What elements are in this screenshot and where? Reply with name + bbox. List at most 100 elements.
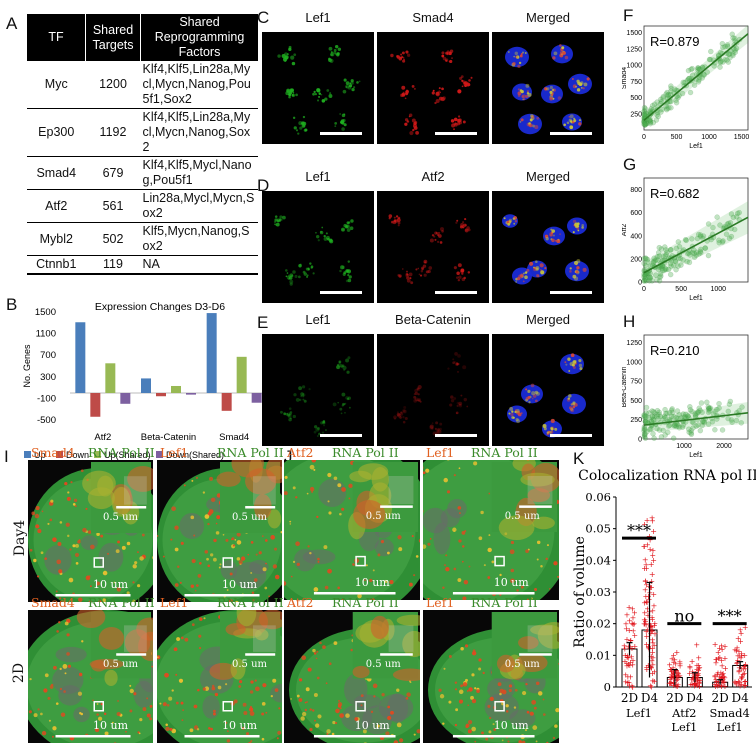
svg-text:+: + (622, 677, 629, 686)
svg-text:+: + (631, 631, 638, 640)
chart-k-significance: *** (627, 521, 651, 540)
svg-text:+: + (645, 661, 652, 670)
svg-text:+: + (737, 626, 744, 635)
svg-text:+: + (623, 620, 630, 629)
svg-text:+: + (628, 636, 635, 645)
micrograph-tile (262, 334, 374, 446)
svg-text:+: + (667, 679, 674, 688)
svg-text:+: + (692, 676, 699, 685)
svg-text:+: + (694, 675, 701, 684)
chart-b-legend-label: Up (34, 450, 46, 460)
svg-text:+: + (641, 520, 648, 529)
svg-text:+: + (722, 664, 729, 673)
scatter-plot: R=0.210 1000 2000 0 250 500 750 1000 1250 Lef1 Bet… (622, 334, 749, 459)
svg-text:+: + (734, 658, 741, 667)
svg-text:+: + (673, 648, 680, 657)
svg-text:+: + (689, 674, 696, 683)
channel-label: Lef1 (160, 595, 189, 610)
svg-text:+: + (712, 682, 719, 691)
svg-text:+: + (714, 670, 721, 679)
chart-k-ytick: 0.01 (585, 648, 611, 662)
svg-text:+: + (690, 674, 697, 683)
micrograph-tile (492, 191, 604, 303)
svg-text:+: + (693, 681, 700, 690)
svg-text:+: + (642, 577, 649, 586)
svg-text:+: + (651, 619, 658, 628)
channel-label-pol2: RNA Pol II (471, 445, 538, 460)
svg-text:+: + (649, 607, 656, 616)
scatter-xtick: 0 (642, 286, 646, 293)
svg-text:+: + (641, 564, 648, 573)
scatter-ytick: 0 (638, 437, 642, 444)
svg-text:+: + (742, 681, 749, 690)
svg-text:+: + (624, 653, 631, 662)
svg-text:+: + (691, 671, 698, 680)
svg-text:+: + (742, 677, 749, 686)
fluorescence-image: 10 um 0.5 um (284, 460, 420, 600)
svg-text:+: + (650, 546, 657, 555)
table-cell-factors: Klf4,Klf5,Mycl,Nanog,Pou5f1 (140, 156, 258, 190)
svg-text:+: + (721, 678, 728, 687)
scale-bar (550, 291, 592, 294)
svg-text:+: + (648, 663, 655, 672)
correlation-label: R=0.879 (650, 34, 700, 49)
scatter-xtick: 1500 (734, 134, 750, 141)
svg-text:+: + (622, 651, 629, 660)
panel-letter-k: K (573, 449, 585, 468)
svg-text:+: + (691, 679, 698, 688)
svg-text:+: + (644, 625, 651, 634)
channel-label-pol2: RNA Pol II (88, 445, 155, 460)
svg-text:+: + (733, 646, 740, 655)
svg-text:+: + (621, 642, 628, 651)
chart-b-bar (236, 356, 247, 393)
svg-text:+: + (645, 611, 652, 620)
svg-text:+: + (671, 672, 678, 681)
svg-text:+: + (689, 657, 696, 666)
svg-text:+: + (738, 665, 745, 674)
scale-label-large: 10 um (93, 578, 129, 591)
svg-text:+: + (738, 629, 745, 638)
micrograph-label: Merged (525, 169, 571, 184)
scatter-ylabel: Smad4 (622, 67, 628, 89)
chart-k-xtick: 2D (666, 691, 683, 705)
svg-text:+: + (643, 627, 650, 636)
svg-text:+: + (736, 666, 743, 675)
channel-label-pol2: RNA Pol II (217, 595, 284, 610)
svg-text:+: + (673, 682, 680, 691)
svg-text:+: + (687, 663, 694, 672)
scatter-ytick: 400 (630, 233, 642, 240)
svg-text:+: + (696, 682, 703, 691)
channel-label: Smad4 (31, 595, 75, 610)
svg-text:+: + (629, 619, 636, 628)
svg-text:+: + (648, 577, 655, 586)
svg-text:+: + (631, 608, 638, 617)
scatter-ytick: 500 (630, 95, 642, 102)
svg-text:+: + (649, 656, 656, 665)
panel-letter-f: F (623, 6, 634, 25)
svg-text:+: + (649, 570, 656, 579)
svg-text:+: + (742, 660, 749, 669)
tf-table: TF Shared Targets Shared Reprogramming F… (27, 14, 258, 275)
svg-text:+: + (738, 652, 745, 661)
panel-letter-e: E (257, 313, 269, 332)
chart-b-ytick: 1100 (36, 329, 56, 340)
chart-b-legend-swatch (156, 451, 163, 458)
table-cell-factors: Klf5,Mycn,Nanog,Sox2 (140, 222, 258, 256)
scatter-xtick: 0 (642, 134, 646, 141)
svg-text:+: + (673, 671, 680, 680)
svg-text:+: + (691, 680, 698, 689)
svg-text:+: + (673, 676, 680, 685)
svg-text:+: + (627, 658, 634, 667)
svg-text:+: + (650, 527, 657, 536)
colocalization-chart: Colocalization RNA pol II 0 0.01 0.02 0.03 0.… (572, 468, 756, 734)
chart-k-group-label: Atf2 (671, 706, 696, 720)
svg-text:+: + (719, 645, 726, 654)
svg-text:+: + (722, 642, 729, 651)
chart-k-group-label: Lef1 (626, 706, 652, 720)
svg-text:+: + (630, 627, 637, 636)
scatter-ytick: 800 (630, 187, 642, 194)
scale-bar (435, 434, 477, 437)
svg-text:+: + (666, 679, 673, 688)
svg-text:+: + (645, 643, 652, 652)
svg-text:+: + (740, 664, 747, 673)
